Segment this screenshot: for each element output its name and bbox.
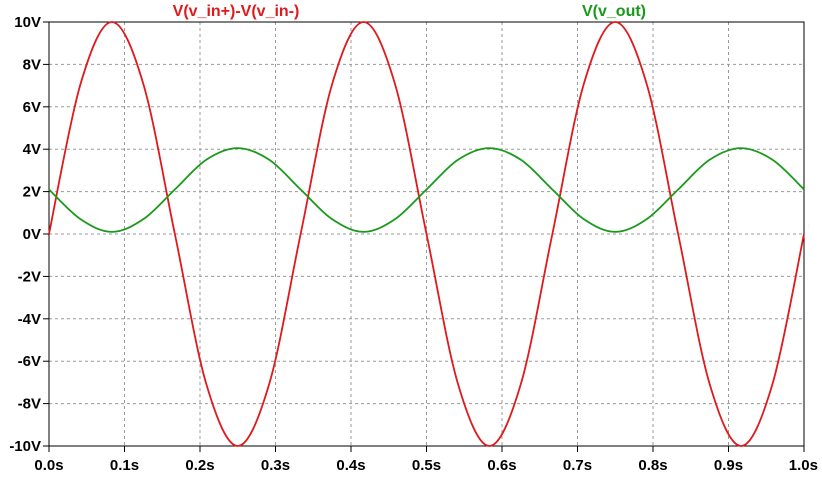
y-tick-label: -8V xyxy=(18,396,41,413)
x-tick-label: 0.6s xyxy=(487,457,516,474)
x-axis-labels: 0.0s 0.1s 0.2s 0.3s 0.4s 0.5s 0.6s 0.7s 0.8s 0.9s… xyxy=(34,457,818,474)
y-tick-label: -4V xyxy=(18,311,41,328)
y-axis-labels: 10V 8V 6V 4V 2V 0V -2V -4V -6V -8V -10V xyxy=(9,14,41,455)
x-tick-label: 0.4s xyxy=(336,457,365,474)
series-line-output xyxy=(48,147,805,233)
legend-label-output: V(v_out) xyxy=(582,3,646,20)
y-tick-label: 10V xyxy=(14,14,41,31)
y-tick-label: 8V xyxy=(23,56,41,73)
y-tick-label: -6V xyxy=(18,353,41,370)
y-tick-label: 0V xyxy=(23,226,41,243)
y-tick-label: -2V xyxy=(18,268,41,285)
series-lines xyxy=(48,21,805,447)
x-tick-label: 0.8s xyxy=(638,457,667,474)
x-tick-label: 0.5s xyxy=(412,457,441,474)
x-tick-label: 0.3s xyxy=(261,457,290,474)
legend: V(v_in+)-V(v_in-) V(v_out) xyxy=(173,3,646,20)
series-line-input xyxy=(48,21,805,447)
x-tick-label: 0.1s xyxy=(110,457,139,474)
x-tick-label: 0.7s xyxy=(563,457,592,474)
x-tick-label: 0.9s xyxy=(714,457,743,474)
tick-marks xyxy=(43,21,805,452)
y-tick-label: -10V xyxy=(9,438,41,455)
y-tick-label: 6V xyxy=(23,99,41,116)
y-tick-label: 2V xyxy=(23,184,41,201)
x-tick-label: 0.0s xyxy=(34,457,63,474)
x-tick-label: 1.0s xyxy=(789,457,818,474)
legend-label-input: V(v_in+)-V(v_in-) xyxy=(173,3,300,20)
y-tick-label: 4V xyxy=(23,141,41,158)
x-tick-label: 0.2s xyxy=(185,457,214,474)
